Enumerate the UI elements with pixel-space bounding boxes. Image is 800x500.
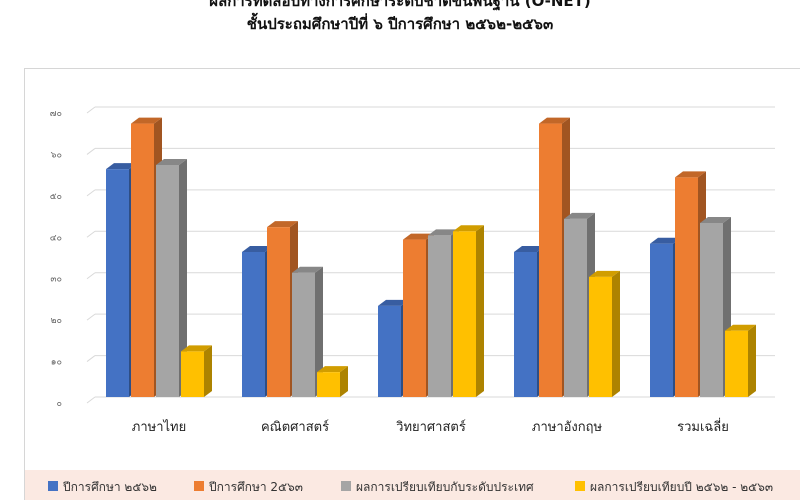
bar-top	[156, 159, 187, 165]
bar	[453, 231, 476, 397]
bar-side	[612, 270, 620, 397]
bar	[589, 276, 612, 397]
bar	[564, 218, 587, 397]
legend-label: ปีการศึกษา ๒๕๖๒	[62, 480, 157, 494]
bar	[650, 243, 673, 397]
bar-top	[564, 212, 595, 219]
bar-side	[315, 266, 323, 397]
bar-top	[181, 345, 212, 352]
category-label: ภาษาอังกฤษ	[532, 420, 603, 435]
category-label: วิทยาศาสตร์	[395, 419, 465, 435]
bar-top	[453, 225, 484, 232]
bar-top	[725, 324, 756, 331]
bar	[317, 372, 340, 397]
chart-title-line2: ชั้นประถมศึกษาปีที่ ๖ ปีการศึกษา ๒๕๖๒-๒๕…	[246, 15, 554, 33]
gridline-depth	[86, 272, 96, 280]
bar	[378, 305, 401, 397]
bar	[675, 177, 698, 397]
bar-side	[748, 324, 756, 397]
bar-top	[539, 117, 570, 124]
bar-top	[514, 246, 545, 252]
bar-top	[106, 163, 137, 170]
bar	[539, 123, 562, 398]
bar	[267, 227, 290, 397]
legend-swatch	[575, 481, 585, 491]
bar	[403, 239, 426, 397]
bar	[106, 169, 129, 397]
category-label: รวมเฉลี่ย	[677, 418, 729, 435]
bar-top	[700, 217, 731, 223]
gridline-depth	[86, 230, 96, 238]
legend-swatch	[48, 481, 58, 491]
bar	[131, 123, 154, 398]
gridline-depth	[86, 106, 96, 114]
bar-top	[292, 266, 323, 273]
gridline-depth	[86, 396, 96, 404]
bar-side	[476, 225, 484, 397]
bar	[292, 272, 315, 397]
gridline-depth	[86, 189, 96, 197]
bar	[428, 235, 451, 397]
category-label: ภาษาไทย	[132, 419, 186, 435]
y-tick-label: ๔๐	[50, 233, 62, 243]
bar	[181, 351, 204, 397]
chart-frame	[24, 68, 800, 500]
gridline-depth	[86, 313, 96, 321]
bar-top	[131, 117, 162, 124]
bar-side	[340, 366, 348, 397]
legend-swatch	[194, 481, 204, 491]
bar-top	[650, 237, 681, 244]
chart-legend-background	[25, 470, 800, 500]
bar-top	[589, 270, 620, 277]
bar	[514, 252, 537, 397]
bar-top	[317, 366, 348, 373]
bar-side	[204, 345, 212, 397]
y-tick-label: ๑๐	[51, 358, 62, 368]
bar-top	[242, 246, 273, 252]
y-tick-label: ๖๐	[51, 150, 62, 160]
category-label: คณิตศาสตร์	[261, 419, 329, 435]
y-tick-label: ๐	[57, 399, 63, 409]
y-tick-label: ๓๐	[50, 275, 62, 285]
y-tick-label: ๕๐	[50, 192, 62, 202]
bar-top	[403, 233, 434, 240]
y-tick-label: ๗๐	[50, 109, 62, 119]
chart-title-line1: ผลการทดสอบทางการศึกษาระดับชาติขั้นพื้นฐา…	[209, 0, 591, 10]
legend-label: ปีการศึกษา 2๕๖๓	[208, 480, 303, 494]
gridline-depth	[86, 148, 96, 155]
bar	[700, 223, 723, 397]
legend-label: ผลการเปรียบเทียบปี ๒๕๖๒ - ๒๕๖๓	[590, 480, 773, 494]
gridline-depth	[86, 355, 96, 362]
legend-swatch	[341, 481, 351, 491]
bar-top	[267, 221, 298, 228]
legend-label: ผลการเปรียบเทียบกับระดับประเทศ	[356, 480, 534, 494]
bar	[725, 330, 748, 397]
bar-top	[428, 229, 459, 236]
bar-top	[378, 299, 409, 306]
bar-top	[675, 171, 706, 178]
bar	[156, 165, 179, 397]
bar	[242, 252, 265, 397]
bar-side	[179, 159, 187, 397]
y-tick-label: ๒๐	[51, 316, 62, 326]
